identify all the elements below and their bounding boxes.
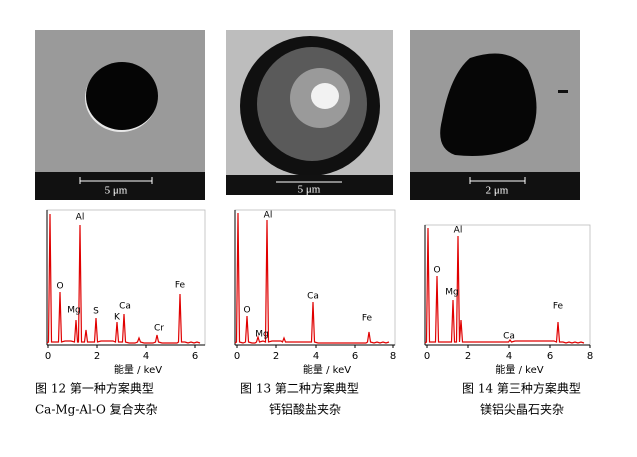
- peak-label: O: [243, 306, 250, 316]
- peak-label: Cr: [154, 324, 164, 334]
- x-tick-label: 8: [587, 351, 593, 362]
- sem-image: 5 μm: [226, 30, 393, 196]
- peak-label: Mg: [445, 288, 458, 298]
- peak-label: O: [433, 266, 440, 276]
- x-axis-label: 能量 / keV: [495, 363, 543, 376]
- scale-label: 2 μm: [486, 185, 509, 197]
- x-tick-label: 8: [390, 351, 396, 362]
- peak-label: Fe: [553, 302, 564, 312]
- peak-label: K: [114, 313, 121, 323]
- x-axis-label: 能量 / keV: [114, 363, 162, 376]
- peak-label: Fe: [362, 314, 373, 324]
- caption: 镁铝尖晶石夹杂: [480, 402, 564, 417]
- x-tick-label: 4: [506, 351, 512, 362]
- peak-label: Al: [264, 211, 273, 221]
- spectrum-line: [234, 212, 390, 344]
- peak-label: Al: [76, 213, 85, 223]
- spectrum-frame: [424, 224, 591, 346]
- x-tick-label: 2: [273, 351, 279, 362]
- caption: 图 13 第二种方案典型: [240, 381, 359, 396]
- caption: 图 14 第三种方案典型: [462, 381, 581, 396]
- sem-image: 2 μm: [410, 30, 580, 200]
- x-tick-label: 0: [424, 351, 430, 362]
- x-tick-label: 6: [192, 351, 198, 362]
- x-tick-label: 0: [234, 351, 240, 362]
- caption: Ca-Mg-Al-O 复合夹杂: [35, 402, 158, 417]
- sem-image: 5 μm: [35, 30, 205, 200]
- x-tick-label: 6: [352, 351, 358, 362]
- x-tick-label: 2: [94, 351, 100, 362]
- spectrum-frame: [234, 209, 396, 346]
- peak-label: Ca: [503, 332, 515, 342]
- peak-label: Ca: [119, 302, 131, 312]
- peak-label: Al: [454, 226, 463, 236]
- x-tick-label: 0: [45, 351, 51, 362]
- peak-label: S: [93, 307, 99, 317]
- scale-label: 5 μm: [298, 184, 321, 196]
- spectrum-line: [46, 213, 201, 344]
- peak-label: Mg: [255, 330, 268, 340]
- peak-label: Ca: [307, 292, 319, 302]
- x-tick-label: 6: [547, 351, 553, 362]
- peak-label: O: [56, 282, 63, 292]
- spectrum-line: [424, 227, 585, 344]
- x-axis-label: 能量 / keV: [303, 363, 351, 376]
- x-tick-label: 2: [465, 351, 471, 362]
- peak-label: Mg: [67, 306, 80, 316]
- x-tick-label: 4: [143, 351, 149, 362]
- caption: 图 12 第一种方案典型: [35, 381, 154, 396]
- caption: 钙铝酸盐夹杂: [269, 402, 341, 417]
- scale-label: 5 μm: [105, 185, 128, 197]
- peak-label: Fe: [175, 281, 186, 291]
- x-tick-label: 4: [313, 351, 319, 362]
